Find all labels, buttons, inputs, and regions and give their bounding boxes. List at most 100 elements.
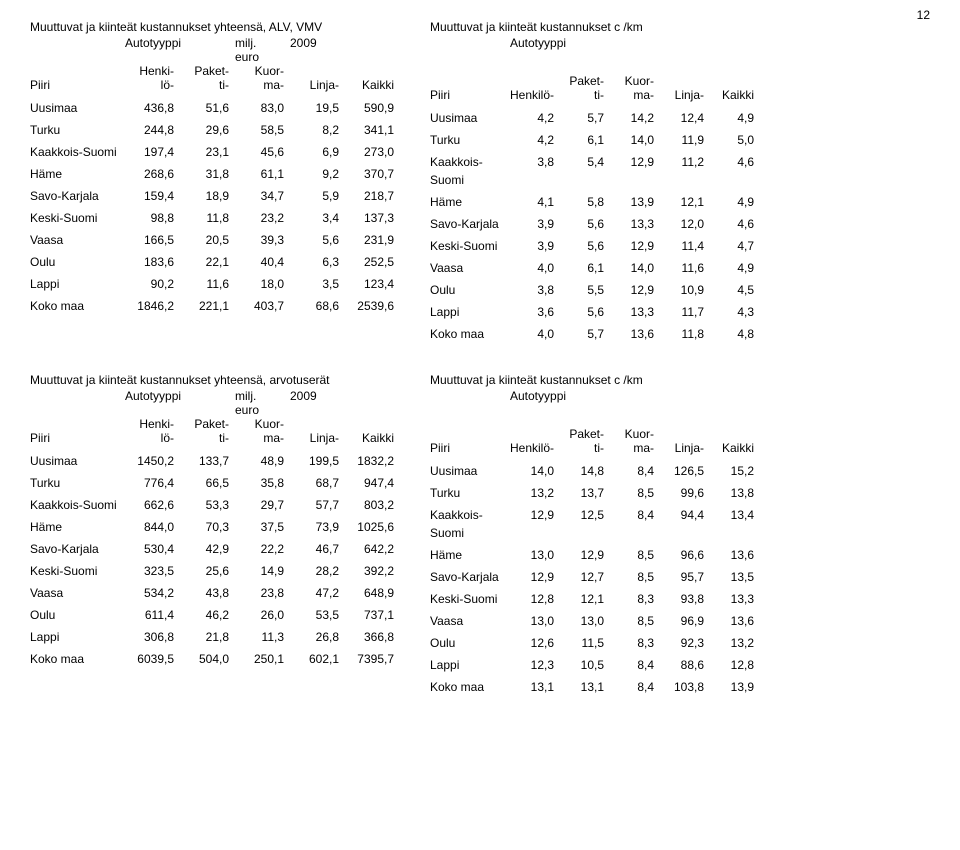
row-value: 4,0 xyxy=(510,259,560,277)
col-subtitle: Autotyyppi xyxy=(510,36,560,50)
row-value: 21,8 xyxy=(180,628,235,646)
row-value: 403,7 xyxy=(235,297,290,315)
row-value: 534,2 xyxy=(125,584,180,602)
row-value: 5,7 xyxy=(560,109,610,127)
table-row: Oulu611,446,226,053,5737,1 xyxy=(30,606,400,624)
row-value: 250,1 xyxy=(235,650,290,668)
table-row: Turku13,213,78,599,613,8 xyxy=(430,484,760,502)
row-value: 13,9 xyxy=(610,193,660,211)
row-value: 42,9 xyxy=(180,540,235,558)
row-value: 648,9 xyxy=(345,584,400,602)
table-total-row: Koko maa13,113,18,4103,813,9 xyxy=(430,678,760,696)
table-title: Muuttuvat ja kiinteät kustannukset c /km xyxy=(430,373,760,387)
col-subtitle: Autotyyppi xyxy=(125,36,180,64)
row-value: 68,7 xyxy=(290,474,345,492)
row-value: 662,6 xyxy=(125,496,180,514)
row-value: 504,0 xyxy=(180,650,235,668)
row-label: Häme xyxy=(30,165,125,183)
row-label: Turku xyxy=(30,474,125,492)
row-value: 4,9 xyxy=(710,259,760,277)
row-value: 12,6 xyxy=(510,634,560,652)
row-value: 4,9 xyxy=(710,193,760,211)
row-value: 611,4 xyxy=(125,606,180,624)
row-label: Kaakkois-Suomi xyxy=(30,143,125,161)
row-value: 11,2 xyxy=(660,153,710,189)
row-value: 13,2 xyxy=(710,634,760,652)
row-value: 947,4 xyxy=(345,474,400,492)
row-value: 8,4 xyxy=(610,506,660,542)
table-2-left: Muuttuvat ja kiinteät kustannukset yhtee… xyxy=(30,373,400,668)
row-value: 7395,7 xyxy=(345,650,400,668)
row-value: 88,6 xyxy=(660,656,710,674)
col-header: Henkilö- xyxy=(510,441,560,455)
table-1-right: Muuttuvat ja kiinteät kustannukset c /km… xyxy=(430,20,760,343)
table-row: Kaakkois- Suomi3,85,412,911,24,6 xyxy=(430,153,760,189)
row-label: Savo-Karjala xyxy=(430,215,510,233)
row-value: 126,5 xyxy=(660,462,710,480)
table-row: Uusimaa436,851,683,019,5590,9 xyxy=(30,99,400,117)
row-value: 13,8 xyxy=(710,484,760,502)
row-value: 83,0 xyxy=(235,99,290,117)
table-row: Lappi12,310,58,488,612,8 xyxy=(430,656,760,674)
row-value: 3,4 xyxy=(290,209,345,227)
table-row: Savo-Karjala530,442,922,246,7642,2 xyxy=(30,540,400,558)
row-value: 12,9 xyxy=(560,546,610,564)
table-row: Häme268,631,861,19,2370,7 xyxy=(30,165,400,183)
row-value: 137,3 xyxy=(345,209,400,227)
row-value: 23,8 xyxy=(235,584,290,602)
row-value: 73,9 xyxy=(290,518,345,536)
row-value: 5,6 xyxy=(290,231,345,249)
row-label: Savo-Karjala xyxy=(30,187,125,205)
col-subtitle: Autotyyppi xyxy=(510,389,560,403)
row-value: 4,2 xyxy=(510,131,560,149)
row-value: 602,1 xyxy=(290,650,345,668)
table-row: Uusimaa4,25,714,212,44,9 xyxy=(430,109,760,127)
col-header: Paket- ti- xyxy=(560,427,610,455)
col-header: Kuor- ma- xyxy=(235,64,290,92)
table-row: Vaasa534,243,823,847,2648,9 xyxy=(30,584,400,602)
table-row: Oulu183,622,140,46,3252,5 xyxy=(30,253,400,271)
row-label: Koko maa xyxy=(430,325,510,343)
table-row: Kaakkois- Suomi12,912,58,494,413,4 xyxy=(430,506,760,542)
row-value: 5,6 xyxy=(560,237,610,255)
row-value: 3,8 xyxy=(510,281,560,299)
row-value: 22,1 xyxy=(180,253,235,271)
table-row: Turku244,829,658,58,2341,1 xyxy=(30,121,400,139)
row-value: 341,1 xyxy=(345,121,400,139)
row-value: 96,9 xyxy=(660,612,710,630)
row-value: 12,5 xyxy=(560,506,610,542)
row-value: 4,3 xyxy=(710,303,760,321)
row-value: 199,5 xyxy=(290,452,345,470)
row-value: 12,9 xyxy=(610,153,660,189)
row-value: 197,4 xyxy=(125,143,180,161)
row-value: 43,8 xyxy=(180,584,235,602)
row-value: 5,4 xyxy=(560,153,610,189)
row-value: 94,4 xyxy=(660,506,710,542)
row-label: Häme xyxy=(430,546,510,564)
row-label: Koko maa xyxy=(430,678,510,696)
col-header: Paket- ti- xyxy=(180,64,235,92)
table-row: Lappi3,65,613,311,74,3 xyxy=(430,303,760,321)
row-label: Lappi xyxy=(30,628,125,646)
row-value: 133,7 xyxy=(180,452,235,470)
table-header: Autotyyppi Piiri Henkilö- Paket- ti- Kuo… xyxy=(430,36,760,102)
row-value: 8,3 xyxy=(610,634,660,652)
row-label: Lappi xyxy=(430,303,510,321)
row-value: 13,1 xyxy=(510,678,560,696)
page: 12 Muuttuvat ja kiinteät kustannukset yh… xyxy=(0,0,960,850)
row-value: 31,8 xyxy=(180,165,235,183)
row-value: 370,7 xyxy=(345,165,400,183)
row-value: 590,9 xyxy=(345,99,400,117)
row-value: 642,2 xyxy=(345,540,400,558)
col-header xyxy=(430,36,510,50)
row-value: 98,8 xyxy=(125,209,180,227)
row-value: 3,8 xyxy=(510,153,560,189)
row-value: 123,4 xyxy=(345,275,400,293)
row-value: 8,5 xyxy=(610,484,660,502)
col-header: Kuor- ma- xyxy=(610,427,660,455)
table-header: Autotyyppi milj. euro 2009 Piiri Henki- … xyxy=(30,36,400,92)
row-value: 8,5 xyxy=(610,546,660,564)
row-value: 29,6 xyxy=(180,121,235,139)
row-value: 5,9 xyxy=(290,187,345,205)
row-label: Vaasa xyxy=(430,612,510,630)
